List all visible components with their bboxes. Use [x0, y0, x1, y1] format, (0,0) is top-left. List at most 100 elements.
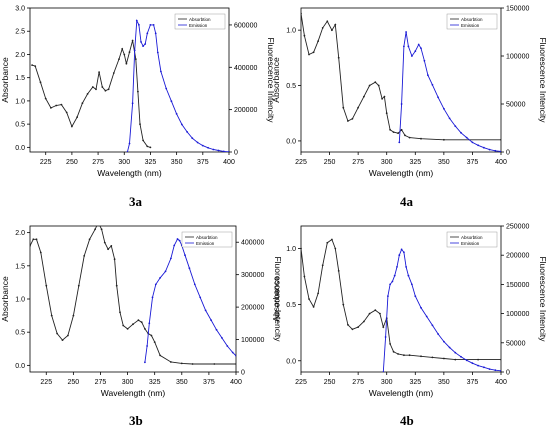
x-tick-label: 400: [495, 159, 507, 166]
data-point: [142, 45, 145, 47]
y-tick-label: 0.5: [286, 83, 296, 90]
data-point: [175, 113, 178, 115]
data-point: [170, 361, 172, 363]
data-point: [405, 31, 407, 33]
data-point: [146, 345, 149, 347]
x-axis-label: Wavelength (nm): [97, 168, 162, 178]
data-point: [448, 117, 451, 120]
series-line-absorbtion: [301, 13, 501, 141]
data-point: [110, 245, 113, 247]
x-tick-label: 300: [118, 159, 130, 166]
data-point: [186, 131, 189, 133]
legend-entry: Absorbtion: [461, 17, 483, 22]
data-point: [477, 144, 479, 147]
legend-box: [446, 13, 498, 30]
y-tick-label: 1.5: [15, 263, 25, 270]
series-emission: [382, 248, 501, 372]
y2-tick-label: 100000: [506, 54, 529, 61]
data-point: [56, 332, 58, 335]
data-point: [76, 116, 78, 119]
x-axis-label: Wavelength (nm): [369, 168, 434, 178]
data-point: [34, 65, 37, 67]
data-point: [312, 306, 315, 308]
data-point: [351, 117, 354, 120]
data-point: [128, 142, 131, 145]
y-tick-label: 0.0: [286, 358, 296, 365]
data-point: [55, 104, 58, 107]
y2-tick-label: 150000: [506, 6, 529, 13]
x-tick-label: 375: [197, 159, 209, 166]
data-point: [403, 251, 405, 254]
x-tick-label: 250: [324, 159, 336, 166]
data-point: [94, 228, 96, 231]
data-point: [392, 131, 395, 134]
data-point: [423, 59, 426, 62]
data-point: [331, 238, 333, 241]
data-point: [500, 369, 501, 372]
data-point: [397, 132, 399, 135]
x-tick-label: 375: [467, 159, 479, 166]
x-tick-label: 225: [295, 159, 307, 166]
x-axis-label: Wavelength (nm): [101, 388, 166, 398]
data-point: [443, 357, 445, 360]
legend-entry: Emission: [189, 23, 208, 28]
series-line-emission: [382, 248, 501, 372]
x-tick-label: 400: [495, 379, 507, 386]
data-point: [342, 106, 345, 109]
data-point: [165, 87, 168, 90]
data-point: [471, 362, 474, 365]
data-point: [173, 244, 176, 247]
data-point: [357, 326, 359, 328]
y-tick-label: 2.5: [15, 29, 25, 36]
data-point: [382, 326, 385, 328]
series-absorbtion: [30, 226, 236, 365]
data-point: [500, 150, 501, 152]
series-line-absorbtion: [301, 238, 501, 361]
data-point: [427, 74, 429, 77]
data-point: [152, 24, 155, 26]
data-point: [448, 346, 451, 349]
data-point: [199, 296, 202, 299]
data-point: [154, 283, 157, 286]
data-point: [191, 137, 194, 140]
data-point: [188, 267, 191, 270]
y-tick-label: 0.0: [15, 363, 25, 370]
series-emission: [144, 238, 236, 364]
data-point: [184, 254, 186, 257]
data-point: [326, 20, 329, 23]
data-point: [204, 309, 207, 312]
data-point: [122, 324, 125, 327]
data-point: [207, 146, 210, 149]
data-point: [389, 343, 391, 345]
data-point: [128, 51, 131, 53]
x-tick-label: 325: [145, 159, 157, 166]
data-point: [156, 51, 159, 54]
y-tick-label: 0.0: [286, 138, 296, 145]
legend-entry: Emission: [196, 241, 215, 246]
data-point: [144, 361, 146, 364]
data-point: [140, 41, 142, 43]
chart-panel-3b: 225 250 275 300 325 350 375 400 0.0 0.5 1.0 1.5 2.0 0…: [0, 225, 283, 398]
data-point: [454, 351, 457, 354]
y2-tick-label: 200000: [241, 305, 264, 312]
data-point: [411, 283, 413, 286]
y-axis-label: Absorbance: [271, 276, 281, 322]
data-point: [383, 95, 386, 98]
data-point: [81, 102, 84, 105]
data-point: [337, 270, 340, 272]
y2-axis-label: Fluorescence Intencity: [266, 37, 276, 123]
data-point: [98, 71, 100, 73]
y-tick-label: 1.0: [15, 98, 25, 105]
data-point: [494, 149, 497, 152]
caption-3b: 3b: [129, 413, 143, 428]
data-point: [301, 247, 302, 250]
y2-tick-label: 50000: [506, 102, 526, 109]
data-point: [160, 70, 162, 73]
y-tick-label: 1.0: [286, 246, 296, 253]
data-point: [133, 49, 136, 52]
data-point: [301, 12, 302, 15]
y-tick-label: 3.0: [15, 6, 25, 13]
data-point: [357, 106, 359, 109]
